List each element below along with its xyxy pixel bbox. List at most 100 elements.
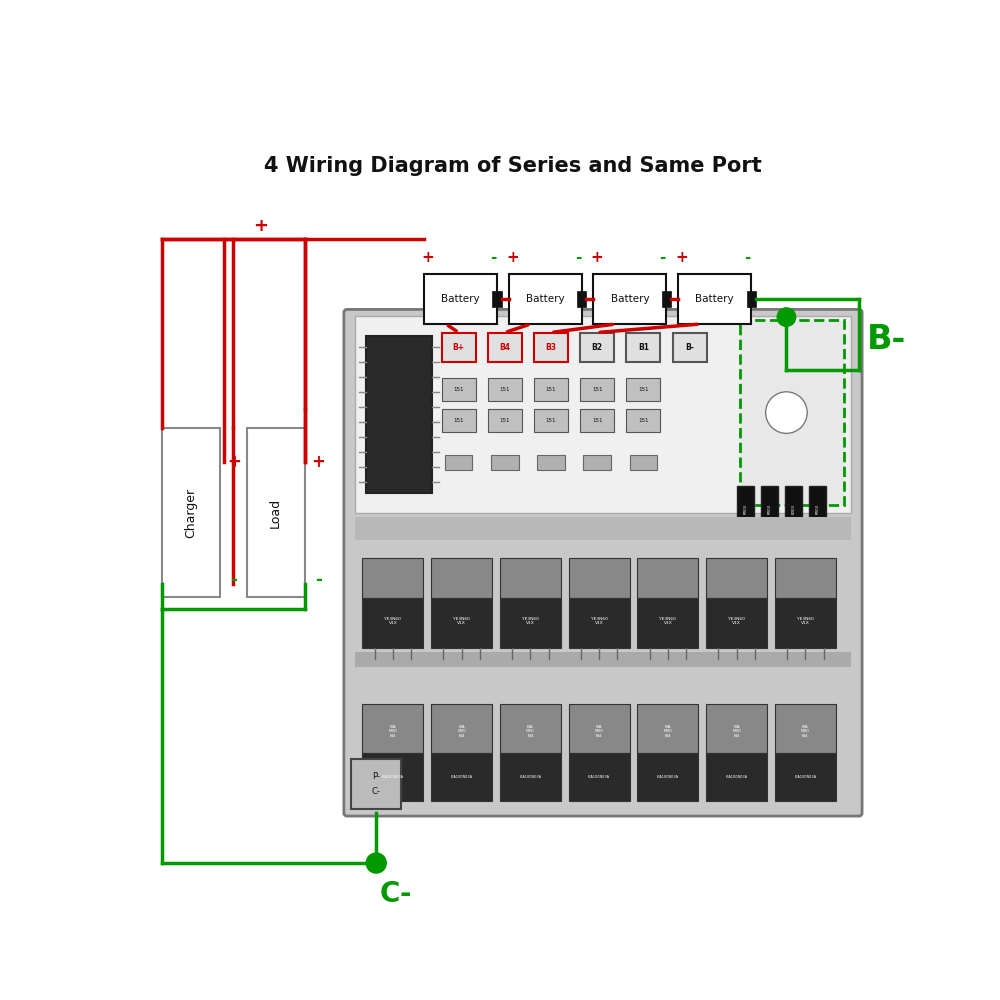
Circle shape — [766, 392, 807, 433]
Text: 151: 151 — [500, 418, 510, 423]
Bar — [775, 704, 836, 753]
Bar — [500, 598, 561, 648]
Text: KIA
M30
BI4: KIA M30 BI4 — [388, 725, 397, 738]
Bar — [737, 486, 754, 532]
Bar — [431, 704, 492, 753]
Text: KIA100N03A: KIA100N03A — [451, 775, 473, 779]
Text: YE3N60
V1X: YE3N60 V1X — [384, 617, 401, 625]
Text: +: + — [676, 250, 688, 265]
Text: -: - — [490, 250, 496, 265]
Bar — [580, 333, 614, 362]
Bar — [593, 274, 666, 324]
Bar — [706, 558, 767, 598]
Text: -: - — [315, 571, 322, 589]
Bar — [662, 291, 671, 307]
Text: B1: B1 — [638, 343, 649, 352]
Text: YE3N60
V1X: YE3N60 V1X — [591, 617, 608, 625]
Text: 151: 151 — [592, 418, 602, 423]
Bar — [500, 704, 561, 753]
Circle shape — [777, 308, 796, 326]
Bar — [740, 320, 844, 505]
Bar — [488, 333, 522, 362]
Text: YE3N60
V1X: YE3N60 V1X — [522, 617, 539, 625]
Text: YE3N60
V1X: YE3N60 V1X — [453, 617, 470, 625]
Bar — [442, 333, 476, 362]
Bar — [366, 336, 432, 493]
Text: KIA100N03A: KIA100N03A — [519, 775, 541, 779]
Bar — [637, 558, 698, 598]
Bar — [509, 274, 582, 324]
Text: +: + — [591, 250, 604, 265]
Bar — [569, 753, 630, 801]
Bar — [673, 333, 707, 362]
Text: C-: C- — [372, 787, 381, 796]
Bar — [706, 704, 767, 753]
Text: KIA
M30
BI4: KIA M30 BI4 — [664, 725, 672, 738]
Text: 151: 151 — [546, 418, 556, 423]
Text: -: - — [575, 250, 581, 265]
Bar — [569, 558, 630, 598]
Bar — [534, 378, 568, 401]
Bar — [626, 333, 660, 362]
Bar — [537, 455, 565, 470]
Bar — [626, 378, 660, 401]
Text: YE3N60
V1X: YE3N60 V1X — [659, 617, 676, 625]
Text: Battery: Battery — [611, 294, 649, 304]
Text: C-: C- — [379, 880, 412, 908]
Bar — [534, 409, 568, 432]
Text: R003: R003 — [768, 504, 772, 514]
Text: KIA100N03A: KIA100N03A — [382, 775, 404, 779]
Bar — [362, 753, 423, 801]
Bar — [580, 409, 614, 432]
Bar — [351, 759, 401, 809]
Text: 151: 151 — [453, 418, 464, 423]
Text: R003: R003 — [815, 504, 819, 514]
Bar — [580, 378, 614, 401]
Bar — [534, 333, 568, 362]
Text: Charger: Charger — [185, 488, 198, 538]
Text: KIA100N03A: KIA100N03A — [588, 775, 610, 779]
Bar — [488, 409, 522, 432]
Bar — [630, 455, 657, 470]
Bar — [569, 704, 630, 753]
Bar — [747, 291, 756, 307]
Bar — [442, 378, 476, 401]
Text: KIA
M30
BI4: KIA M30 BI4 — [732, 725, 741, 738]
Bar — [424, 274, 497, 324]
Text: R003: R003 — [744, 504, 748, 514]
Bar — [637, 598, 698, 648]
Bar — [706, 598, 767, 648]
Text: KIA
M30
BI4: KIA M30 BI4 — [526, 725, 535, 738]
Bar — [678, 274, 751, 324]
Text: KIA100N03A: KIA100N03A — [726, 775, 748, 779]
Text: 151: 151 — [453, 387, 464, 392]
Bar — [362, 598, 423, 648]
Bar — [431, 598, 492, 648]
Circle shape — [366, 853, 386, 873]
Bar — [431, 558, 492, 598]
Bar — [445, 455, 472, 470]
Bar — [637, 753, 698, 801]
FancyBboxPatch shape — [344, 309, 862, 816]
Text: -: - — [744, 250, 751, 265]
Text: 4 Wiring Diagram of Series and Same Port: 4 Wiring Diagram of Series and Same Port — [264, 156, 761, 176]
Text: +: + — [253, 217, 268, 235]
Bar — [247, 428, 305, 597]
Text: Load: Load — [269, 498, 282, 528]
Text: Battery: Battery — [526, 294, 565, 304]
Text: 151: 151 — [592, 387, 602, 392]
Text: B4: B4 — [499, 343, 510, 352]
Bar — [569, 598, 630, 648]
Text: KIA
M30
BI4: KIA M30 BI4 — [801, 725, 810, 738]
Text: Battery: Battery — [695, 294, 734, 304]
Bar — [491, 455, 519, 470]
Bar — [355, 316, 851, 513]
Text: B-: B- — [867, 323, 906, 356]
Text: +: + — [312, 453, 325, 471]
Bar — [637, 704, 698, 753]
Bar — [761, 486, 778, 532]
Bar — [577, 291, 586, 307]
Text: KIA
M30
BI4: KIA M30 BI4 — [595, 725, 603, 738]
Text: -: - — [659, 250, 666, 265]
Text: YE3N60
V1X: YE3N60 V1X — [797, 617, 814, 625]
